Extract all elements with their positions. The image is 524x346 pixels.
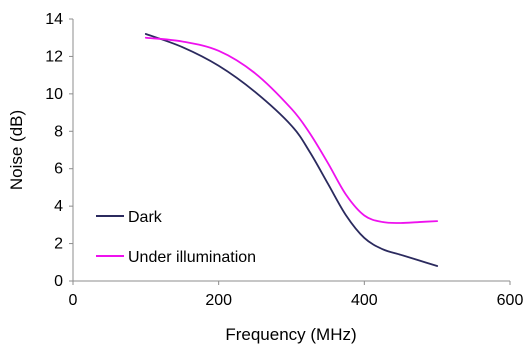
y-tick-label: 0 <box>54 273 63 290</box>
series-line-dark <box>144 33 439 267</box>
y-tick-label: 6 <box>54 161 63 178</box>
x-tick-label: 400 <box>351 292 378 309</box>
axis-ticks: 0 2 4 6 8 10 12 14 0 200 400 600 <box>45 11 523 309</box>
x-tick-label: 600 <box>497 292 524 309</box>
y-tick-label: 14 <box>45 11 63 28</box>
y-tick-label: 10 <box>45 86 63 103</box>
legend-label-dark: Dark <box>128 209 163 226</box>
x-tick-label: 200 <box>205 292 232 309</box>
legend: Dark Under illumination <box>96 209 256 266</box>
series-line-under-illumination <box>144 36 439 224</box>
x-axis-title: Frequency (MHz) <box>225 325 356 344</box>
y-axis-title: Noise (dB) <box>7 110 26 190</box>
y-tick-label: 4 <box>54 198 63 215</box>
y-tick-label: 2 <box>54 236 63 253</box>
legend-label-under-illumination: Under illumination <box>128 249 256 266</box>
x-tick-label: 0 <box>69 292 78 309</box>
y-tick-label: 8 <box>54 123 63 140</box>
series-layer <box>144 33 439 267</box>
y-tick-label: 12 <box>45 48 63 65</box>
